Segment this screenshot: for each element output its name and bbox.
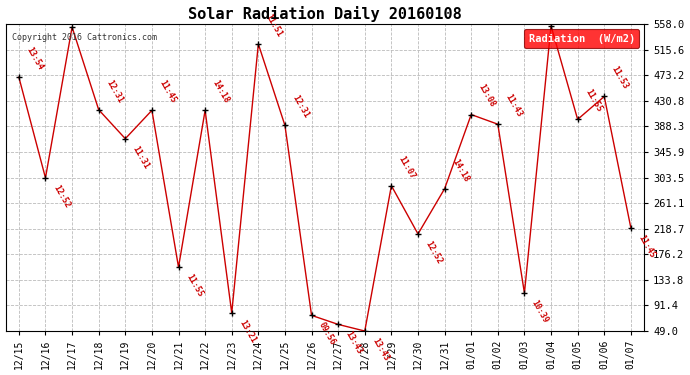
Text: 11:55: 11:55	[184, 273, 204, 299]
Text: 13:54: 13:54	[24, 45, 45, 72]
Text: 14:18: 14:18	[210, 79, 231, 105]
Text: 09:56: 09:56	[317, 321, 337, 347]
Text: 11:31: 11:31	[131, 144, 151, 170]
Text: 11:07: 11:07	[397, 154, 417, 180]
Text: 12:31: 12:31	[290, 94, 310, 120]
Text: 13:08: 13:08	[477, 83, 497, 109]
Title: Solar Radiation Daily 20160108: Solar Radiation Daily 20160108	[188, 6, 462, 21]
Text: 11:53: 11:53	[610, 65, 630, 91]
Text: 13:43: 13:43	[344, 330, 364, 356]
Text: 10:39: 10:39	[530, 298, 551, 325]
Text: 11:45: 11:45	[157, 79, 178, 105]
Text: 11:45: 11:45	[636, 234, 657, 260]
Text: 13:21: 13:21	[237, 318, 257, 345]
Text: 11:55: 11:55	[583, 88, 604, 114]
Text: 11:51: 11:51	[264, 12, 284, 39]
Text: 11:43: 11:43	[504, 93, 524, 118]
Legend: Radiation  (W/m2): Radiation (W/m2)	[524, 29, 639, 48]
Text: 12:31: 12:31	[104, 78, 124, 104]
Text: 12:52: 12:52	[51, 183, 71, 210]
Text: 14:18: 14:18	[450, 157, 471, 183]
Text: 13:43: 13:43	[371, 337, 391, 363]
Text: 12:52: 12:52	[424, 240, 444, 266]
Text: Copyright 2016 Cattronics.com: Copyright 2016 Cattronics.com	[12, 33, 157, 42]
